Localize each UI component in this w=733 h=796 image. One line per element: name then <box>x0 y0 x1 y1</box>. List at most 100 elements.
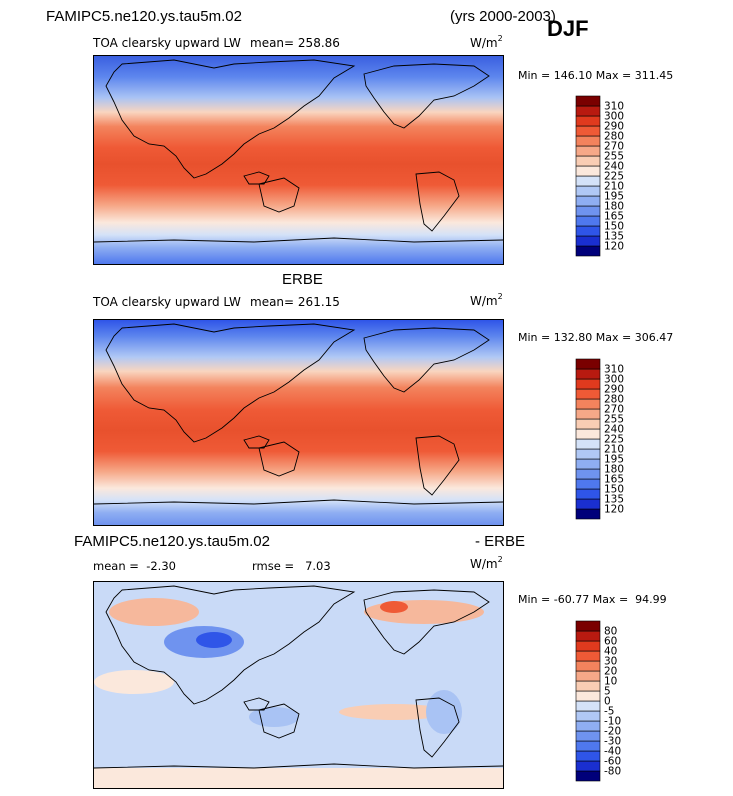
panel2-map <box>93 319 504 526</box>
colorbar-tick-label: 225 <box>604 171 624 183</box>
colorbar-swatch <box>575 378 601 390</box>
panel3-coastlines <box>94 585 503 769</box>
season-label: DJF <box>547 16 589 41</box>
panel3-min-value: -60.77 <box>553 593 590 606</box>
colorbar-swatch <box>575 225 601 237</box>
colorbar-tick-label: 240 <box>604 424 624 436</box>
colorbar-tick-label: 135 <box>604 494 624 506</box>
panel1-variable: TOA clearsky upward LW <box>93 36 241 50</box>
panel3-min-label: Min = <box>518 593 551 606</box>
colorbar-swatch <box>575 358 601 370</box>
panel1-units-exp: 2 <box>497 34 503 43</box>
colorbar-tick-label: -30 <box>604 736 621 748</box>
colorbar-swatch <box>575 418 601 430</box>
colorbar-swatch <box>575 215 601 227</box>
panel1-units-base: W/m <box>470 36 498 50</box>
colorbar-swatch <box>575 488 601 500</box>
colorbar-tick-label: -60 <box>604 756 621 768</box>
panel1-map <box>93 55 504 265</box>
panel1-min-value: 146.10 <box>553 69 593 82</box>
colorbar-swatch <box>575 630 601 642</box>
panel3-units: W/m2 <box>470 555 503 571</box>
panel2-title: ERBE <box>282 271 323 288</box>
panel3-max-value: 94.99 <box>635 593 667 606</box>
colorbar-swatch <box>575 448 601 460</box>
panel1-min-label: Min = <box>518 69 551 82</box>
colorbar-tick-label: -5 <box>604 706 614 718</box>
panel3-max-label: Max = <box>592 593 629 606</box>
panel2-min-value: 132.80 <box>553 331 593 344</box>
colorbar-swatch <box>575 398 601 410</box>
panel1-units: W/m2 <box>470 34 503 50</box>
colorbar-tick-label: 30 <box>604 656 617 668</box>
colorbar-swatch <box>575 498 601 510</box>
colorbar-swatch <box>575 690 601 702</box>
colorbar-tick-label: 210 <box>604 181 624 193</box>
colorbar-swatch <box>575 145 601 157</box>
colorbar-swatch <box>575 175 601 187</box>
panel2-min-label: Min = <box>518 331 551 344</box>
panel3-map <box>93 581 504 789</box>
colorbar-swatch <box>575 760 601 772</box>
panel3-mean-value: -2.30 <box>146 559 176 573</box>
panel2-variable: TOA clearsky upward LW <box>93 295 241 309</box>
colorbar-swatch <box>575 740 601 752</box>
colorbar-tick-label: 120 <box>604 504 624 516</box>
colorbar-swatch <box>575 125 601 137</box>
colorbar-swatch <box>575 478 601 490</box>
panel2-max-value: 306.47 <box>634 331 674 344</box>
colorbar-swatch <box>575 730 601 742</box>
colorbar-tick-label: 120 <box>604 241 624 253</box>
colorbar-tick-label: 280 <box>604 131 624 143</box>
colorbar-tick-label: 20 <box>604 666 617 678</box>
panel3-units-base: W/m <box>470 557 498 571</box>
panel2-mean-value: 261.15 <box>297 295 340 309</box>
panel1-mean-value: 258.86 <box>297 36 340 50</box>
colorbar-swatch <box>575 710 601 722</box>
colorbar-tick-label: 310 <box>604 364 624 376</box>
colorbar-swatch <box>575 660 601 672</box>
panel3-title-left: FAMIPC5.ne120.ys.tau5m.02 <box>74 533 270 550</box>
colorbar-tick-label: 210 <box>604 444 624 456</box>
colorbar-swatch <box>575 155 601 167</box>
colorbar-swatch <box>575 205 601 217</box>
colorbar-tick-label: 300 <box>604 374 624 386</box>
panel1-mean: mean= 258.86 <box>250 36 340 50</box>
colorbar-tick-label: 5 <box>604 686 611 698</box>
panel3-title-right: - ERBE <box>475 533 526 550</box>
colorbar-swatch <box>575 720 601 732</box>
colorbar-tick-label: 300 <box>604 111 624 123</box>
panel3-mean-label: mean = <box>93 559 139 573</box>
panel1-max-label: Max = <box>595 69 632 82</box>
panel1-colorbar: 1201351501651801952102252402552702802903… <box>575 95 624 257</box>
colorbar-tick-label: 290 <box>604 121 624 133</box>
colorbar-tick-label: 270 <box>604 141 624 153</box>
colorbar-swatch <box>575 408 601 420</box>
colorbar-tick-label: -80 <box>604 766 621 778</box>
colorbar-tick-label: 165 <box>604 474 624 486</box>
colorbar-swatch <box>575 468 601 480</box>
panel2-mean-label: mean= <box>250 295 295 309</box>
colorbar-swatch <box>575 670 601 682</box>
panel2-units-exp: 2 <box>497 292 503 301</box>
panel2-mean: mean= 261.15 <box>250 295 340 309</box>
colorbar-tick-label: 40 <box>604 646 617 658</box>
colorbar-tick-label: 180 <box>604 201 624 213</box>
colorbar-tick-label: -20 <box>604 726 621 738</box>
colorbar-swatch <box>575 245 601 257</box>
panel3-mean: mean = -2.30 <box>93 559 176 573</box>
panel3-minmax: Min = -60.77 Max = 94.99 <box>518 593 667 606</box>
colorbar-swatch <box>575 165 601 177</box>
panel3-rmse: rmse = 7.03 <box>252 559 331 573</box>
colorbar-swatch <box>575 388 601 400</box>
colorbar-swatch <box>575 650 601 662</box>
panel3-rmse-label: rmse = <box>252 559 295 573</box>
colorbar-swatch <box>575 438 601 450</box>
colorbar-tick-label: 195 <box>604 454 624 466</box>
colorbar-swatch <box>575 185 601 197</box>
colorbar-tick-label: 255 <box>604 151 624 163</box>
case-title: FAMIPC5.ne120.ys.tau5m.02 <box>46 8 242 25</box>
colorbar-tick-label: 255 <box>604 414 624 426</box>
